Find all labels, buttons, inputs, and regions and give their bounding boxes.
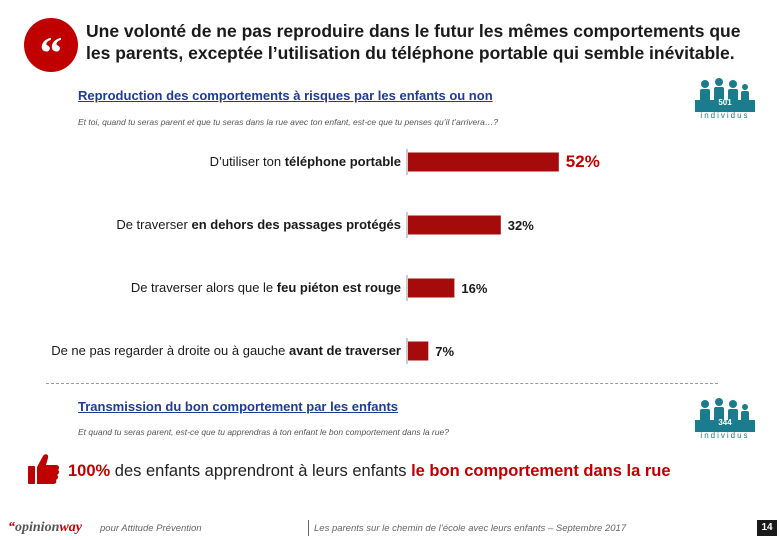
value-label: 7% <box>435 344 454 359</box>
sample-count-2: 344 <box>718 418 732 427</box>
conclusion-text: 100% des enfants apprendront à leurs enf… <box>68 462 671 481</box>
logo-part-b: way <box>59 520 82 535</box>
sample-size-badge-2: 344 individus <box>692 398 758 440</box>
value-label: 32% <box>508 218 534 233</box>
conclusion-emphasis: le bon comportement dans la rue <box>411 462 671 480</box>
footer-separator <box>308 520 309 536</box>
data-bar <box>408 152 559 172</box>
category-label: De traverser en dehors des passages prot… <box>116 217 401 232</box>
section1-question: Et toi, quand tu seras parent et que tu … <box>78 117 499 127</box>
sample-size-badge-1: 501 individus <box>692 78 758 120</box>
footer-study-title: Les parents sur le chemin de l’école ave… <box>314 523 627 534</box>
sample-unit-2: individus <box>700 431 750 440</box>
section2-question: Et quand tu seras parent, est-ce que tu … <box>78 427 449 437</box>
data-bar <box>408 278 455 298</box>
value-label: 16% <box>461 281 487 296</box>
footer: “opinionway pour Attitude Prévention Les… <box>0 516 780 540</box>
value-label: 52% <box>566 152 600 171</box>
people-icon <box>695 398 755 432</box>
section1-title: Reproduction des comportements à risques… <box>78 88 493 103</box>
footer-client-note: pour Attitude Prévention <box>100 523 202 534</box>
thumbs-up-icon <box>28 454 60 484</box>
logo-part-a: opinion <box>15 520 60 535</box>
bar-chart: D’utiliser ton téléphone portable 52% De t… <box>51 149 600 364</box>
data-bar <box>408 215 501 235</box>
category-label: De traverser alors que le feu piéton est… <box>131 280 401 295</box>
category-label: D’utiliser ton téléphone portable <box>210 154 401 169</box>
sample-count-1: 501 <box>718 98 732 107</box>
conclusion-middle: des enfants apprendront à leurs enfants <box>110 462 412 480</box>
section-divider <box>46 383 718 384</box>
logo-mark: “ <box>8 520 15 535</box>
people-icon <box>695 78 755 112</box>
category-label: De ne pas regarder à droite ou à gauche … <box>51 343 401 358</box>
section2-title: Transmission du bon comportement par les… <box>78 399 399 414</box>
page-headline: Une volonté de ne pas reproduire dans le… <box>86 21 741 63</box>
sample-unit-1: individus <box>700 111 750 120</box>
opinionway-logo: “opinionway <box>8 520 82 536</box>
data-bar <box>408 341 429 361</box>
quote-icon: “ <box>24 18 78 78</box>
conclusion-pct: 100% <box>68 462 111 480</box>
page-number: 14 <box>757 520 777 536</box>
